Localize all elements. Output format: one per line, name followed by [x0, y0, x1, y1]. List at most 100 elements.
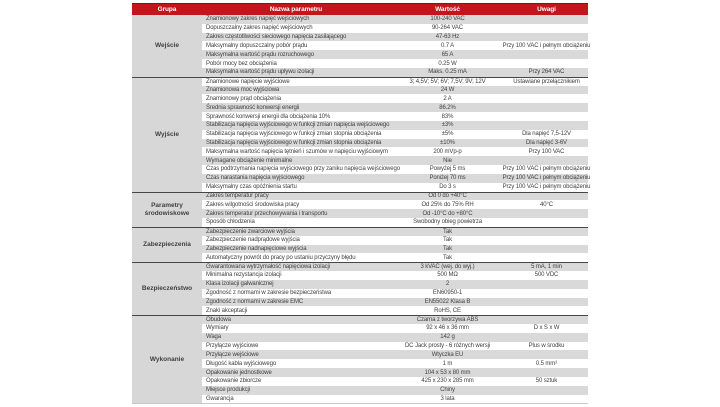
- value-cell: 3 kVAC (wej. do wyj.): [390, 262, 505, 272]
- table-header: Grupa Nazwa parametru Wartość Uwagi: [132, 3, 588, 15]
- note-cell: [505, 297, 588, 307]
- value-cell: Tak: [390, 244, 505, 254]
- note-cell: 0.5 mm²: [535, 360, 558, 367]
- note-cell: [505, 289, 588, 298]
- note-cell: [505, 395, 588, 404]
- value-cell: 2 A: [443, 95, 452, 102]
- column-header-nazwa-parametru: Nazwa parametru: [269, 6, 323, 13]
- value-cell: 65 A: [390, 50, 505, 60]
- param-cell: Zakres temperatur pracy: [202, 191, 390, 201]
- value-cell: DC Jack prosty - 6 różnych wersji: [404, 343, 491, 350]
- param-cell: Przyłącze wyjściowe: [206, 343, 259, 350]
- note-cell: Przy 264 VAC: [505, 67, 588, 77]
- param-cell: Miejsce produkcji: [202, 385, 390, 395]
- note-cell: Plus w środku: [528, 343, 565, 350]
- param-cell: Maksymalny czas opóźnienia startu: [206, 184, 297, 191]
- param-cell: Czas podtrzymania napięcia wyjściowego p…: [206, 166, 400, 173]
- note-cell: [505, 306, 588, 315]
- value-cell: 100-240 VAC: [390, 15, 505, 24]
- note-cell: [505, 218, 588, 227]
- value-cell: ±3%: [390, 120, 505, 130]
- value-cell: Tak: [443, 254, 452, 261]
- note-cell: [505, 112, 588, 121]
- value-cell: 86.2%: [390, 103, 505, 113]
- note-cell: [505, 350, 588, 360]
- note-cell: [505, 209, 588, 219]
- param-cell: Stabilizacja napięcia wyjściowego w funk…: [206, 131, 382, 138]
- param-cell: Maksymalna wartość prądu rozruchowego: [202, 50, 390, 60]
- table-body: Wejście Znamionowy zakres napięć wejściow…: [132, 15, 591, 405]
- note-cell: [505, 103, 588, 113]
- value-cell: Od -10°C do +80°C: [390, 209, 505, 219]
- value-cell: 1 m: [442, 360, 453, 367]
- note-cell: [505, 191, 588, 201]
- param-cell: Maksymalna wartość napięcia tętnień i sz…: [206, 148, 388, 155]
- param-cell: Pobór mocy bez obciążenia: [206, 60, 277, 67]
- value-cell: 104 x 53 x 80 mm: [390, 368, 505, 377]
- group-cell: Parametry środowiskowe: [132, 191, 202, 227]
- value-cell: 0.25 W: [438, 60, 457, 67]
- note-cell: [505, 244, 588, 254]
- param-cell: Długość kabla wyjściowego: [206, 360, 277, 367]
- value-cell: Swobodny obieg powietrza: [413, 219, 482, 226]
- value-cell: Czarna z tworzywa ABS: [390, 315, 505, 324]
- note-cell: Przy 100 VAC: [528, 148, 565, 155]
- value-cell: 2: [390, 279, 505, 289]
- note-cell: [505, 226, 588, 236]
- note-cell: [505, 85, 588, 95]
- param-cell: Gwarantowana wytrzymałość napięciowa izo…: [202, 262, 390, 272]
- param-cell: Opakowanie zbiorcze: [206, 378, 262, 385]
- value-cell: Powyżej 5 ms: [429, 166, 466, 173]
- param-cell: Zakres temperatur przechowywania i trans…: [202, 209, 390, 219]
- group-cell: Wejście: [132, 15, 202, 77]
- param-cell: Sposób chłodzenia: [206, 219, 255, 226]
- value-cell: Chiny: [390, 385, 505, 395]
- param-cell: Znaki akceptacji: [206, 307, 248, 314]
- value-cell: Do 3 s: [439, 184, 456, 191]
- param-cell: Opakowanie jednostkowe: [202, 368, 390, 377]
- param-cell: Zabezpieczenie nadprądowe wyjścia: [206, 237, 300, 244]
- value-cell: 3 lata: [440, 396, 455, 403]
- note-cell: 500 VDC: [534, 272, 559, 279]
- param-cell: Zakres wilgotności środowiska pracy: [206, 201, 300, 208]
- note-cell: [505, 279, 588, 289]
- param-cell: Zabezpieczenie nadnapięciowe wyjścia: [202, 244, 390, 254]
- group-cell: Wyjście: [132, 76, 202, 192]
- note-cell: 40°C: [540, 201, 553, 208]
- param-cell: Maksymalny dopuszczalny pobór prądu: [206, 42, 308, 49]
- param-cell: Zakres częstotliwości sieciowego napięci…: [202, 32, 390, 42]
- value-cell: 90-264 VAC: [431, 25, 464, 32]
- note-cell: 5 mA, 1 min: [505, 262, 588, 272]
- column-header-grupa: Grupa: [157, 6, 177, 13]
- note-cell: [505, 315, 588, 324]
- note-cell: [505, 59, 588, 68]
- param-cell: Dopuszczalny zakres napięć wejściowych: [206, 25, 313, 32]
- note-cell: [505, 120, 588, 130]
- param-cell: Zabezpieczenie zwarciowe wyjścia: [202, 226, 390, 236]
- param-cell: Maksymalna wartość prądu upływu izolacji: [202, 67, 390, 77]
- note-cell: [505, 24, 588, 33]
- note-cell: [505, 15, 588, 24]
- param-cell: Sprawność konwersji energii dla obciążen…: [206, 113, 331, 120]
- param-cell: Minimalna rezystancja izolacji: [206, 272, 282, 279]
- note-cell: [505, 332, 588, 342]
- value-cell: 425 x 230 x 285 mm: [421, 378, 474, 385]
- column-header-wartosc: Wartość: [435, 6, 460, 13]
- value-cell: Tak: [443, 237, 452, 244]
- value-cell: 83%: [441, 113, 454, 120]
- value-cell: 92 x 46 x 36 mm: [426, 325, 469, 332]
- param-cell: Gwarancja: [206, 396, 234, 403]
- param-cell: Czas narastania napięcia wyjściowego: [202, 173, 390, 183]
- note-cell: Przy 100 VAC i pełnym obciążeniu: [502, 42, 591, 49]
- group-cell: Wykonanie: [132, 315, 202, 404]
- note-cell: Dla napięć 7,5-12V: [522, 131, 571, 138]
- value-cell: 200 mVp-p: [433, 148, 462, 155]
- note-cell: [505, 50, 588, 60]
- param-cell: Przyłącze wejściowe: [202, 350, 390, 360]
- column-header-uwagi: Uwagi: [537, 6, 556, 13]
- note-cell: [505, 156, 588, 166]
- param-cell: Stabilizacja napięcia wyjściowego w funk…: [202, 120, 390, 130]
- param-cell: Waga: [202, 332, 390, 342]
- param-cell: Znamionowe napięcie wyjściowe: [202, 76, 390, 86]
